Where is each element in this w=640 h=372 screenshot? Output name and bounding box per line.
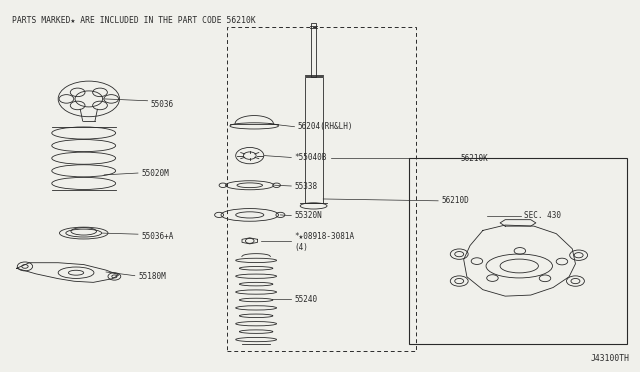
Text: 55338: 55338	[294, 182, 317, 190]
Text: 56204(RH&LH): 56204(RH&LH)	[298, 122, 353, 131]
Bar	[305, 77, 323, 203]
Text: 56210K: 56210K	[461, 154, 488, 163]
Text: 55180M: 55180M	[138, 272, 166, 281]
Text: 55240: 55240	[294, 295, 317, 304]
Text: 55320N: 55320N	[294, 211, 322, 220]
Text: J43100TH: J43100TH	[591, 354, 630, 363]
Text: *★08918-3081A
(4): *★08918-3081A (4)	[294, 231, 355, 251]
Text: *55040B: *55040B	[294, 153, 327, 162]
Text: SEC. 430: SEC. 430	[524, 211, 561, 220]
Text: 56210D: 56210D	[442, 196, 469, 205]
Text: 55020M: 55020M	[141, 169, 169, 177]
Text: 55036+A: 55036+A	[141, 231, 173, 241]
Bar	[410, 158, 627, 343]
Bar	[227, 27, 416, 351]
Bar	[312, 23, 316, 77]
Text: PARTS MARKED★ ARE INCLUDED IN THE PART CODE 56210K: PARTS MARKED★ ARE INCLUDED IN THE PART C…	[12, 16, 256, 25]
Text: 55036: 55036	[151, 100, 174, 109]
